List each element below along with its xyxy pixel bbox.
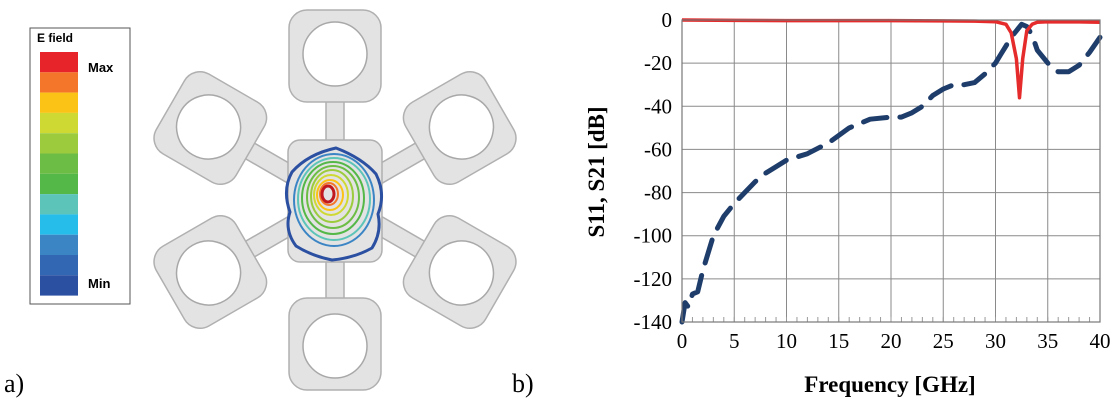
- legend-swatch: [40, 133, 78, 154]
- legend-swatch: [40, 52, 78, 73]
- panel-a-label: a): [4, 369, 24, 398]
- y-tick-label: -20: [644, 51, 672, 75]
- efield-legend: E field Max Min: [29, 27, 131, 305]
- x-tick-label: 0: [677, 329, 688, 353]
- x-tick-label: 30: [985, 329, 1006, 353]
- y-tick-label: -60: [644, 137, 672, 161]
- y-tick-labels: 0 -20 -40 -60 -80 -100 -120 -140: [634, 8, 673, 334]
- contour-4: [301, 161, 365, 235]
- panel-b-label: b): [512, 369, 534, 398]
- s-parameter-chart: 0 -20 -40 -60 -80 -100 -120 -140 0 5 10 15 20 25 30 35…: [584, 8, 1111, 397]
- contour-8: [316, 179, 344, 211]
- legend-swatch: [40, 153, 78, 174]
- legend-swatch: [40, 214, 78, 235]
- y-tick-label: -100: [634, 224, 673, 248]
- x-tick-label: 10: [776, 329, 797, 353]
- resonator-arm: [355, 206, 517, 329]
- y-axis-label: S11, S21 [dB]: [584, 106, 609, 237]
- x-tick-label: 35: [1037, 329, 1058, 353]
- contour-2: [293, 153, 375, 247]
- y-tick-label: -140: [634, 310, 673, 334]
- legend-max-label: Max: [88, 60, 114, 75]
- x-tick-label: 20: [881, 329, 902, 353]
- series-line: [679, 21, 1103, 325]
- legend-swatch: [40, 255, 78, 276]
- legend-swatch: [40, 72, 78, 93]
- legend-title: E field: [37, 31, 73, 45]
- x-tick-label: 25: [933, 329, 954, 353]
- resonator-arms: [153, 9, 517, 391]
- legend-swatch: [40, 173, 78, 195]
- legend-min-label: Min: [88, 276, 110, 291]
- plot-frame: [681, 19, 1101, 323]
- contour-9: [319, 182, 339, 206]
- contour-outer: [285, 146, 383, 262]
- contour-5: [306, 165, 360, 229]
- x-axis-label: Frequency [GHz]: [804, 372, 975, 397]
- y-tick-label: -120: [634, 267, 673, 291]
- filter-structure-drawing: [153, 9, 517, 391]
- legend-color-scale: [40, 52, 78, 296]
- legend-swatch: [40, 92, 78, 113]
- x-tick-label: 5: [729, 329, 740, 353]
- legend-swatch: [40, 194, 78, 215]
- x-tick-labels: 0 5 10 15 20 25 30 35 40: [677, 329, 1111, 353]
- x-tick-label: 15: [828, 329, 849, 353]
- legend-swatch: [40, 112, 78, 134]
- contour-7: [313, 174, 349, 216]
- x-tick-label: 40: [1090, 329, 1111, 353]
- x-minor-ticks: [681, 317, 1101, 322]
- legend-swatch: [40, 275, 78, 296]
- y-tick-label: 0: [662, 8, 673, 32]
- contour-3: [297, 157, 371, 241]
- y-tick-label: -40: [644, 94, 672, 118]
- legend-swatch: [40, 234, 78, 255]
- chart-grid: [681, 19, 1101, 323]
- contour-core: [320, 184, 336, 204]
- contour-6: [310, 169, 354, 223]
- efield-contours: [285, 146, 383, 262]
- resonator-arm: [355, 71, 517, 194]
- y-tick-label: -80: [644, 181, 672, 205]
